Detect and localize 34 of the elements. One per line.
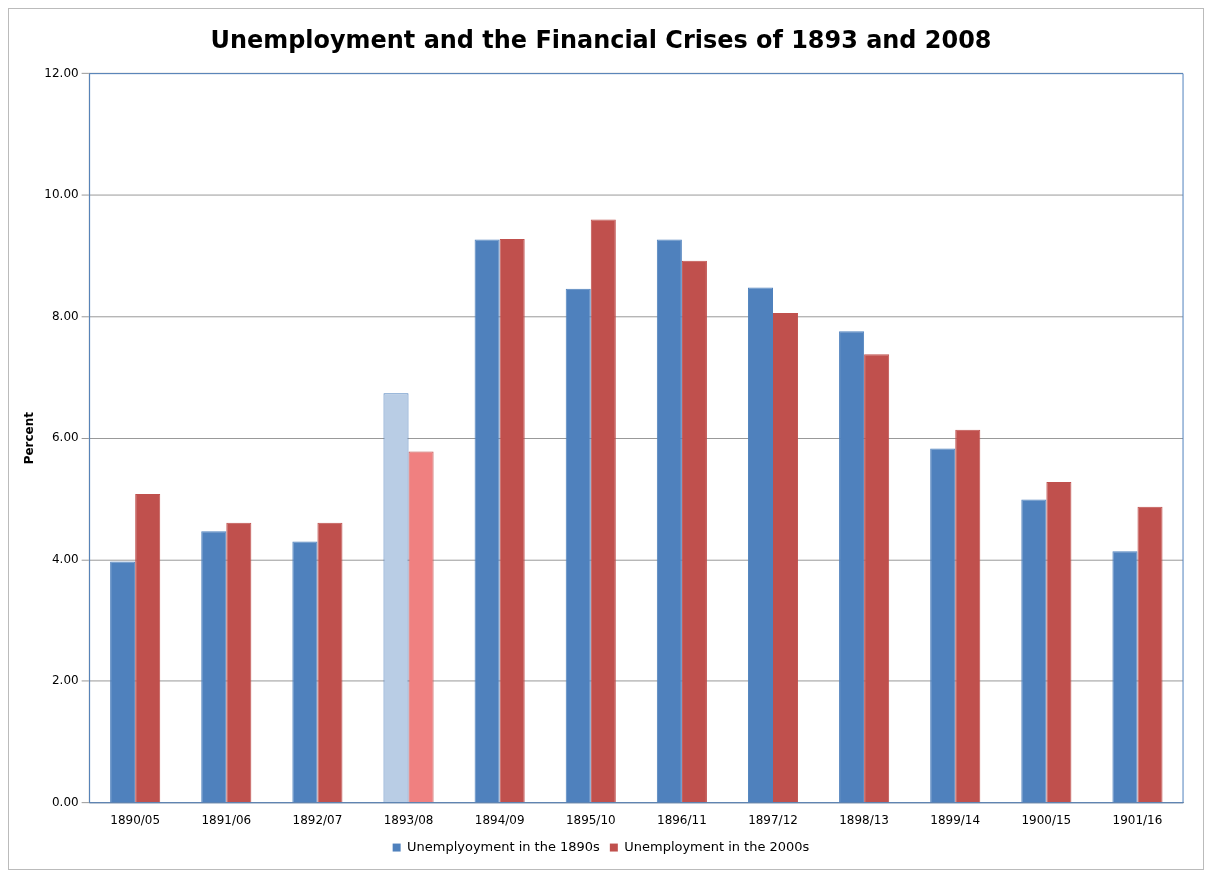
bar (681, 260, 707, 803)
x-tick-label: 1897/12 (748, 813, 798, 828)
x-tick-label: 1900/15 (1021, 813, 1072, 828)
x-tick-label: 1895/10 (565, 813, 616, 828)
x-tick-label: 1892/07 (292, 813, 343, 828)
bar (1137, 506, 1163, 803)
y-tick-label: 10.00 (44, 187, 79, 202)
bar (864, 354, 890, 803)
x-tick-label: 1893/08 (383, 813, 434, 828)
bar (317, 522, 343, 803)
x-tick-label: 1890/05 (110, 813, 161, 828)
bar (1046, 481, 1072, 803)
x-tick-label: 1896/11 (657, 813, 707, 828)
y-tick-label: 0.00 (51, 794, 79, 809)
y-tick-label: 8.00 (51, 308, 79, 323)
x-tick-label: 1891/06 (201, 813, 252, 828)
y-tick-label: 12.00 (44, 65, 79, 80)
legend-label: Unemplyoyment in the 1890s (407, 838, 601, 854)
x-tick-label: 1898/13 (839, 813, 889, 828)
bar (135, 494, 161, 803)
y-tick-label: 4.00 (51, 551, 79, 566)
bar (226, 522, 252, 803)
bar (955, 429, 981, 803)
bar (773, 313, 799, 803)
y-tick-label: 6.00 (51, 430, 79, 445)
y-axis-title: Percent (22, 411, 37, 465)
bar (499, 238, 525, 803)
x-tick-label: 1901/16 (1112, 813, 1163, 828)
x-tick-label: 1894/09 (474, 813, 525, 828)
chart-title: Unemployment and the Financial Crises of 1893 and 2008 (210, 25, 992, 54)
legend-label: Unemployment in the 2000s (624, 838, 810, 854)
y-tick-label: 2.00 (51, 673, 79, 688)
x-tick-label: 1899/14 (930, 813, 981, 828)
bar (590, 219, 616, 803)
